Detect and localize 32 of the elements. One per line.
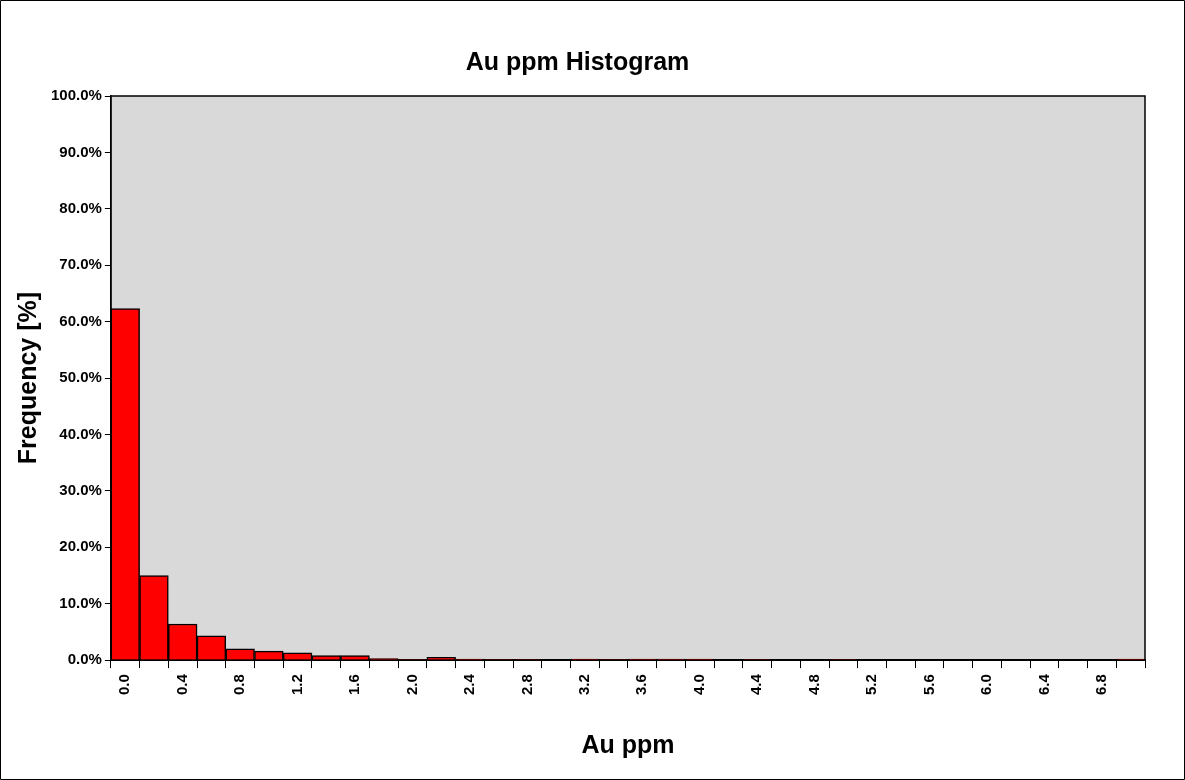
y-tick-label: 40.0% bbox=[59, 424, 102, 442]
x-tick-label: 5.2 bbox=[862, 674, 880, 696]
y-tick-label: 60.0% bbox=[59, 311, 102, 329]
y-tick-label: 10.0% bbox=[59, 593, 102, 611]
x-tick-label: 0.8 bbox=[230, 674, 248, 696]
x-tick-label: 4.4 bbox=[747, 673, 765, 696]
x-tick-label: 1.6 bbox=[345, 674, 363, 696]
x-tick-label: 2.4 bbox=[460, 673, 478, 696]
y-tick-label: 90.0% bbox=[59, 142, 102, 160]
x-tick-label: 0.4 bbox=[172, 673, 190, 696]
x-tick-label: 3.2 bbox=[574, 674, 592, 696]
x-tick-label: 4.8 bbox=[804, 674, 822, 696]
y-tick-label: 30.0% bbox=[59, 481, 102, 499]
y-tick-label: 80.0% bbox=[59, 198, 102, 216]
y-tick-label: 70.0% bbox=[59, 255, 102, 273]
y-tick-label: 50.0% bbox=[59, 368, 102, 386]
y-axis-title: Frequency [%] bbox=[12, 291, 41, 465]
y-tick-label: 0.0% bbox=[67, 650, 102, 668]
x-tick-label: 6.8 bbox=[1092, 674, 1110, 696]
y-tick-label: 20.0% bbox=[59, 537, 102, 555]
y-tick-label: 100.0% bbox=[51, 86, 102, 104]
x-tick-label: 2.0 bbox=[402, 674, 420, 696]
x-tick-label: 6.4 bbox=[1034, 673, 1052, 696]
x-tick-label: 5.6 bbox=[919, 674, 937, 696]
x-tick-label: 3.6 bbox=[632, 674, 650, 696]
x-tick-label: 1.2 bbox=[287, 674, 305, 696]
x-axis-title: Au ppm bbox=[581, 729, 675, 758]
chart-title: Au ppm Histogram bbox=[465, 46, 690, 75]
x-tick-label: 4.0 bbox=[689, 674, 707, 696]
x-tick-label: 6.0 bbox=[977, 674, 995, 696]
x-tick-label: 2.8 bbox=[517, 674, 535, 696]
x-tick-label: 0.0 bbox=[115, 674, 133, 696]
